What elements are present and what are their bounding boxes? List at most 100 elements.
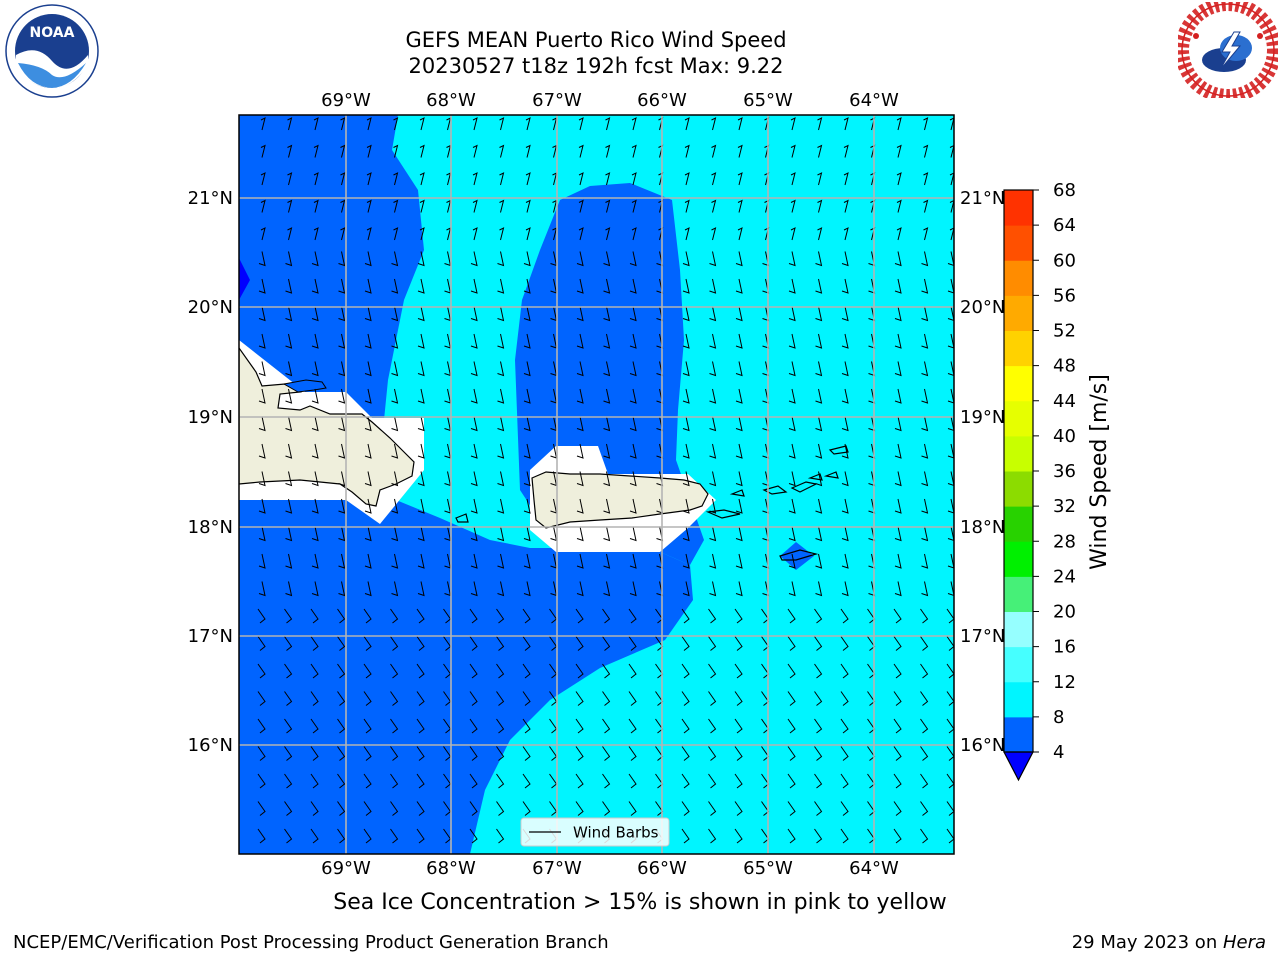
wind-barb [787,636,796,651]
wind-barb [578,117,584,131]
wind-barb [338,471,346,487]
wind-barb [391,416,399,432]
wind-barb [337,691,346,706]
wind-barb [497,361,505,377]
wind-barb [523,361,531,377]
wind-barb [310,663,319,679]
wind-barb [523,471,531,487]
wind-barb [814,746,823,761]
wind-barb [628,718,637,734]
colorbar-tick-label: 68 [1053,180,1076,201]
wind-barb [417,278,425,294]
wind-barb [840,828,849,844]
wind-barb [470,526,478,542]
lon-label-bottom: 68°W [426,858,476,879]
wind-barb [363,773,372,789]
wind-barb [366,117,372,131]
wind-barb [390,663,399,679]
lat-labels-left: 21°N 20°N 19°N 18°N 17°N 16°N [188,188,233,756]
wind-barb [709,443,717,459]
wind-barb [390,773,399,789]
wind-barb [523,416,531,432]
wind-barb [787,718,796,734]
wind-barb [258,388,266,404]
wind-barb [602,773,611,789]
wind-barb [709,333,717,349]
wind-barb [311,416,319,432]
wind-barb [894,278,902,294]
wind-barb [523,581,531,597]
wind-barb [287,172,293,186]
colorbar-segment [1004,365,1033,402]
wind-barb [896,172,902,186]
colorbar-tick-label: 60 [1053,250,1076,271]
wind-barb [364,498,372,514]
wind-barb [364,278,372,294]
wind-barb [709,581,717,597]
wind-barb [576,416,584,432]
wind-barb [284,663,293,679]
wind-barb [285,498,293,514]
wind-barb [391,498,399,514]
wind-barb [391,471,399,487]
wind-barb [499,199,505,213]
wind-barb [603,416,611,432]
wind-barb [843,172,849,186]
wind-barb [576,471,584,487]
wind-barb [363,746,372,761]
wind-barb [576,278,584,294]
wind-barb [525,144,531,158]
wind-barb [921,333,929,349]
wind-barb [364,553,372,569]
wind-barb [815,498,823,514]
wind-barb [711,117,717,131]
wind-barb [416,663,425,679]
wind-barb [788,581,796,597]
wind-barb [734,718,743,734]
wind-barb [605,199,611,213]
wind-barb [709,553,717,569]
wind-barb [310,636,319,651]
wind-barb [709,526,717,542]
wind-barb [285,471,293,487]
wind-barb [893,801,902,816]
wind-barb [787,828,796,844]
wind-barb [337,636,346,651]
wind-barb [499,172,505,186]
wind-barb [631,199,637,213]
legend-label: Wind Barbs [573,824,659,842]
wind-barb [788,471,796,487]
wind-barb [817,199,823,213]
lon-label-bottom: 69°W [321,858,371,879]
wind-barb [390,636,399,651]
wind-barb [920,691,929,706]
wind-barb [841,278,849,294]
lat-label-right: 17°N [960,626,1005,647]
wind-barb [363,801,372,816]
wind-barb [419,172,425,186]
wind-barb [631,227,637,241]
lat-label-left: 16°N [188,735,233,756]
wind-barb [946,801,954,816]
wind-barb [681,746,690,761]
wind-barb [472,199,478,213]
colorbar-segment [1004,260,1033,296]
wind-barb [921,553,929,569]
wind-barb [920,636,929,651]
wind-barb [629,526,637,542]
wind-barb [840,718,849,734]
wind-barb [393,117,399,131]
wind-barb [605,172,611,186]
wind-barb [470,278,478,294]
wind-barb [788,333,796,349]
wind-barb [337,746,346,761]
lon-label-bottom: 66°W [637,858,687,879]
wind-barb [285,251,293,267]
wind-barb [921,471,929,487]
wind-barb [311,278,319,294]
wind-barb [947,526,954,542]
wind-barb [313,117,319,131]
wind-barb [629,471,637,487]
wind-barb [576,526,584,542]
wind-barb [603,526,611,542]
